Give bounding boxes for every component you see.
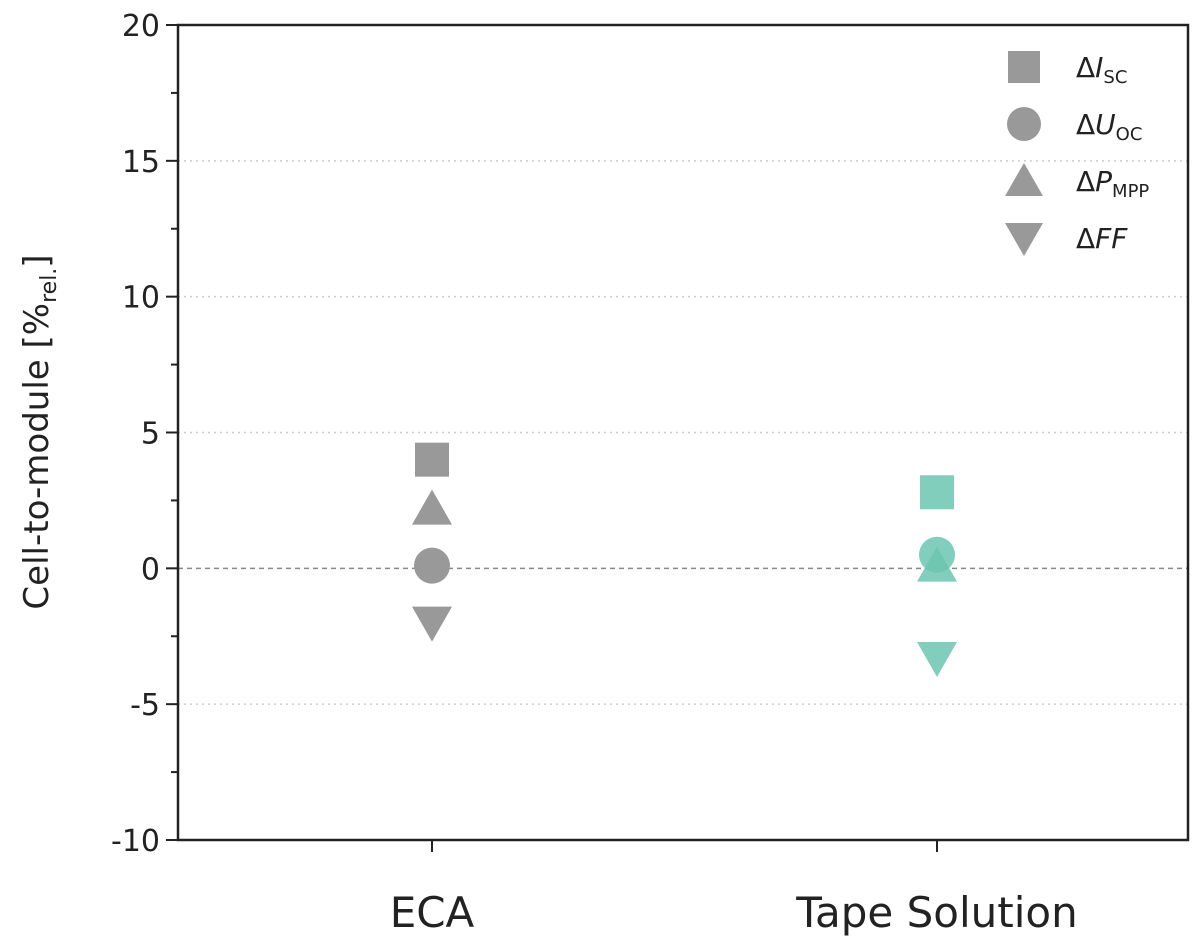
legend-item: ΔUOC xyxy=(1007,107,1142,145)
y-tick-label: 15 xyxy=(122,145,160,180)
y-axis-title-close: ] xyxy=(17,254,57,267)
legend-item: ΔPMPP xyxy=(1005,163,1149,202)
legend-label: ΔFF xyxy=(1076,222,1128,255)
y-tick-label: 10 xyxy=(122,281,160,316)
axes-layer: -10 -5 0 5 10 15 20 ECA Tape Solution xyxy=(111,9,1190,937)
point-circle xyxy=(414,547,450,584)
grid-layer xyxy=(178,160,1188,705)
point-triangle-down xyxy=(917,641,957,677)
legend-marker-square xyxy=(1008,51,1040,83)
y-tick-label: 0 xyxy=(141,552,160,587)
legend-prefix: Δ xyxy=(1076,222,1095,255)
legend-prefix: Δ xyxy=(1076,108,1095,141)
legend-prefix: Δ xyxy=(1076,165,1095,198)
legend-marker-circle xyxy=(1007,107,1041,141)
legend-item: ΔISC xyxy=(1008,51,1127,88)
point-triangle-up xyxy=(917,546,957,582)
legend-symbol: FF xyxy=(1095,222,1128,255)
legend-subscript: OC xyxy=(1116,124,1143,145)
legend-symbol: I xyxy=(1095,51,1103,84)
legend-marker-triangle-up xyxy=(1005,163,1043,196)
legend-prefix: Δ xyxy=(1076,51,1095,84)
y-axis-title-main: Cell-to-module [% xyxy=(17,303,57,610)
legend-label: ΔPMPP xyxy=(1076,165,1149,202)
legend-subscript: SC xyxy=(1103,67,1127,88)
point-square xyxy=(415,442,449,477)
y-tick-label: 20 xyxy=(122,9,160,44)
x-category-label: ECA xyxy=(390,888,475,937)
legend-symbol: P xyxy=(1095,165,1112,198)
legend-label: ΔISC xyxy=(1076,51,1127,88)
point-triangle-down xyxy=(412,606,452,642)
legend-symbol: U xyxy=(1095,108,1116,141)
y-tick-label: 5 xyxy=(141,417,160,452)
legend-subscript: MPP xyxy=(1112,181,1149,202)
y-tick-label: -5 xyxy=(130,688,160,723)
x-category-label: Tape Solution xyxy=(795,888,1077,937)
y-axis-title-sub: rel. xyxy=(37,268,62,303)
y-tick-label: -10 xyxy=(111,824,160,859)
legend-label: ΔUOC xyxy=(1076,108,1142,145)
marks-layer xyxy=(412,442,957,677)
y-axis-title: Cell-to-module [%rel.] xyxy=(17,254,62,609)
legend-marker-triangle-down xyxy=(1005,223,1043,256)
legend-item: ΔFF xyxy=(1005,222,1128,256)
point-square xyxy=(920,475,954,510)
point-triangle-up xyxy=(412,489,452,525)
